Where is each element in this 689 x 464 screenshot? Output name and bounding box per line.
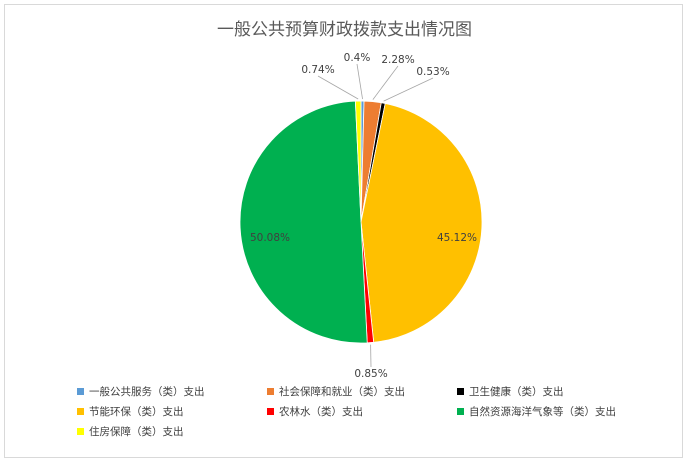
leader-line — [356, 63, 363, 100]
legend-swatch — [457, 407, 464, 415]
legend-item: 住房保障（类）支出 — [77, 423, 267, 439]
pie-slice — [354, 100, 362, 223]
legend-label: 节能环保（类）支出 — [89, 405, 184, 418]
data-label: 45.12% — [437, 232, 477, 244]
pie-chart: 0.4% 2.28%0.53% 45.12% 0.85% 50.08% 0.74% — [239, 52, 483, 380]
data-label: 0.53% — [416, 66, 449, 78]
chart-frame: 一般公共预算财政拨款支出情况图 0.4% 2.28% 0.53% 45.12% 0.85… — [4, 4, 683, 458]
leader-line — [317, 75, 359, 100]
legend-swatch — [267, 407, 274, 415]
legend-item: 一般公共服务（类）支出 — [77, 383, 267, 399]
legend-swatch — [77, 407, 84, 415]
legend-swatch — [457, 387, 464, 395]
data-label: 50.08% — [250, 232, 290, 244]
data-label: 0.74% — [301, 64, 334, 76]
data-label: 0.4% — [344, 52, 371, 64]
leader-line — [383, 77, 434, 102]
chart-title: 一般公共预算财政拨款支出情况图 — [217, 20, 472, 40]
legend-swatch — [267, 387, 274, 395]
legend-label: 住房保障（类）支出 — [89, 425, 184, 438]
legend-item: 社会保障和就业（类）支出 — [267, 383, 457, 399]
legend-label: 自然资源海洋气象等（类）支出 — [469, 405, 616, 418]
legend-swatch — [77, 427, 84, 435]
legend-item: 农林水（类）支出 — [267, 403, 457, 419]
data-label: 0.85% — [354, 368, 387, 380]
legend-item: 自然资源海洋气象等（类）支出 — [457, 403, 657, 419]
data-label: 2.28% — [381, 54, 414, 66]
legend-swatch — [77, 387, 84, 395]
legend-label: 农林水（类）支出 — [279, 405, 363, 418]
pie-slice — [360, 102, 483, 343]
legend-item: 卫生健康（类）支出 — [457, 383, 657, 399]
legend-label: 卫生健康（类）支出 — [469, 385, 564, 398]
leader-line — [372, 65, 399, 100]
legend-item: 节能环保（类）支出 — [77, 403, 267, 419]
legend-label: 社会保障和就业（类）支出 — [279, 385, 405, 398]
legend-label: 一般公共服务（类）支出 — [89, 385, 205, 398]
legend: 一般公共服务（类）支出 社会保障和就业（类）支出 卫生健康（类）支出 节能环保（… — [77, 383, 657, 439]
pie-slice — [239, 100, 368, 344]
